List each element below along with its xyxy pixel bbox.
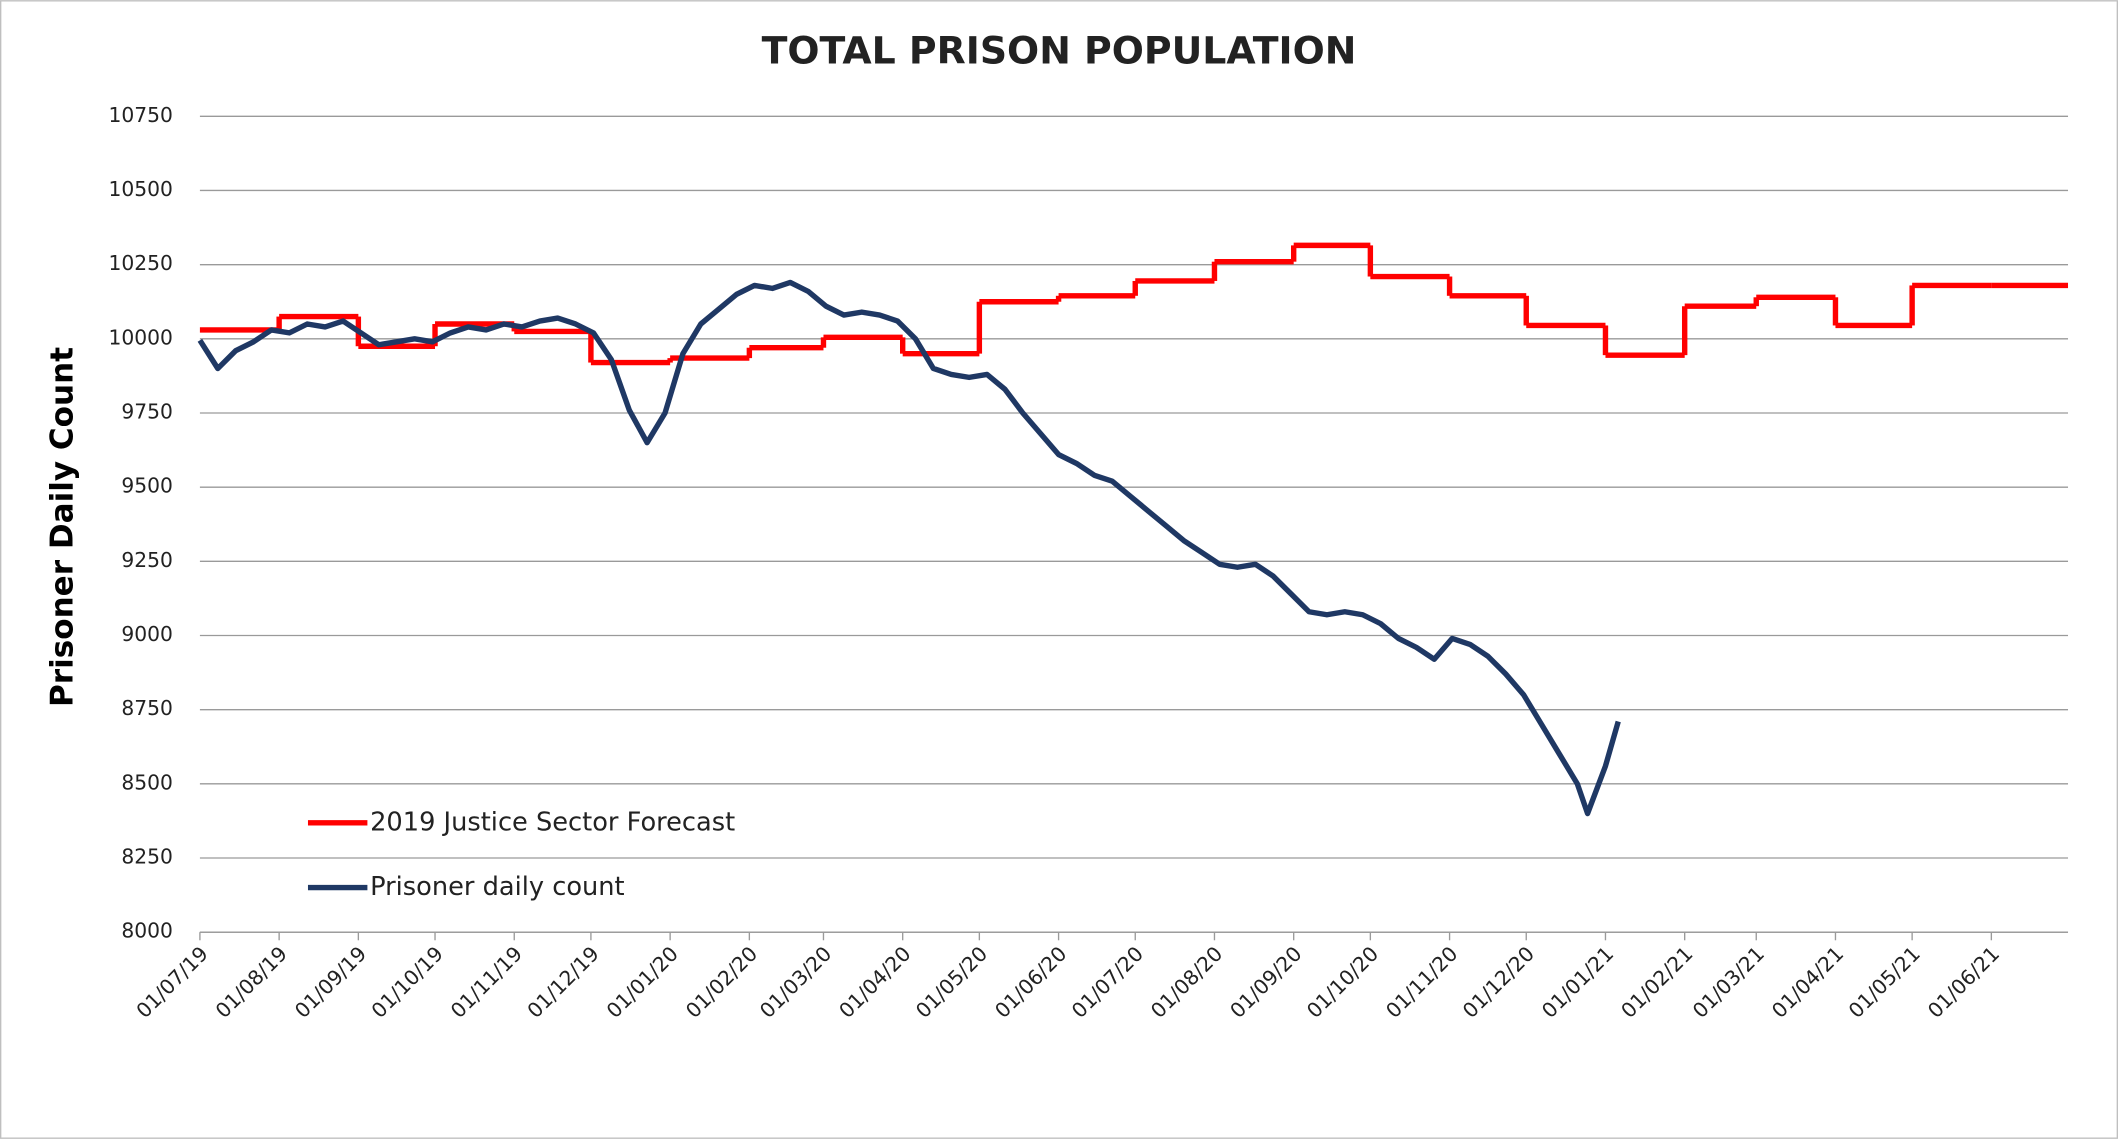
y-tick-label: 9000 xyxy=(121,622,173,646)
y-tick-label: 9250 xyxy=(121,548,173,572)
y-axis-label: Prisoner Daily Count xyxy=(44,347,80,707)
data-line xyxy=(197,279,1621,817)
y-tick-label: 10500 xyxy=(108,177,172,201)
y-tick-label: 10750 xyxy=(108,103,172,127)
y-tick-label: 9500 xyxy=(121,474,173,498)
chart-title: TOTAL PRISON POPULATION xyxy=(762,28,1357,72)
legend-label: 2019 Justice Sector Forecast xyxy=(370,807,735,837)
y-tick-label: 8500 xyxy=(121,770,173,794)
y-tick-label: 9750 xyxy=(121,399,173,423)
legend-label: Prisoner daily count xyxy=(370,872,625,902)
y-tick-label: 8750 xyxy=(121,696,173,720)
y-tick-label: 8000 xyxy=(121,919,173,943)
y-tick-label: 10250 xyxy=(108,251,172,275)
y-tick-label: 8250 xyxy=(121,845,173,869)
y-tick-label: 10000 xyxy=(108,325,172,349)
